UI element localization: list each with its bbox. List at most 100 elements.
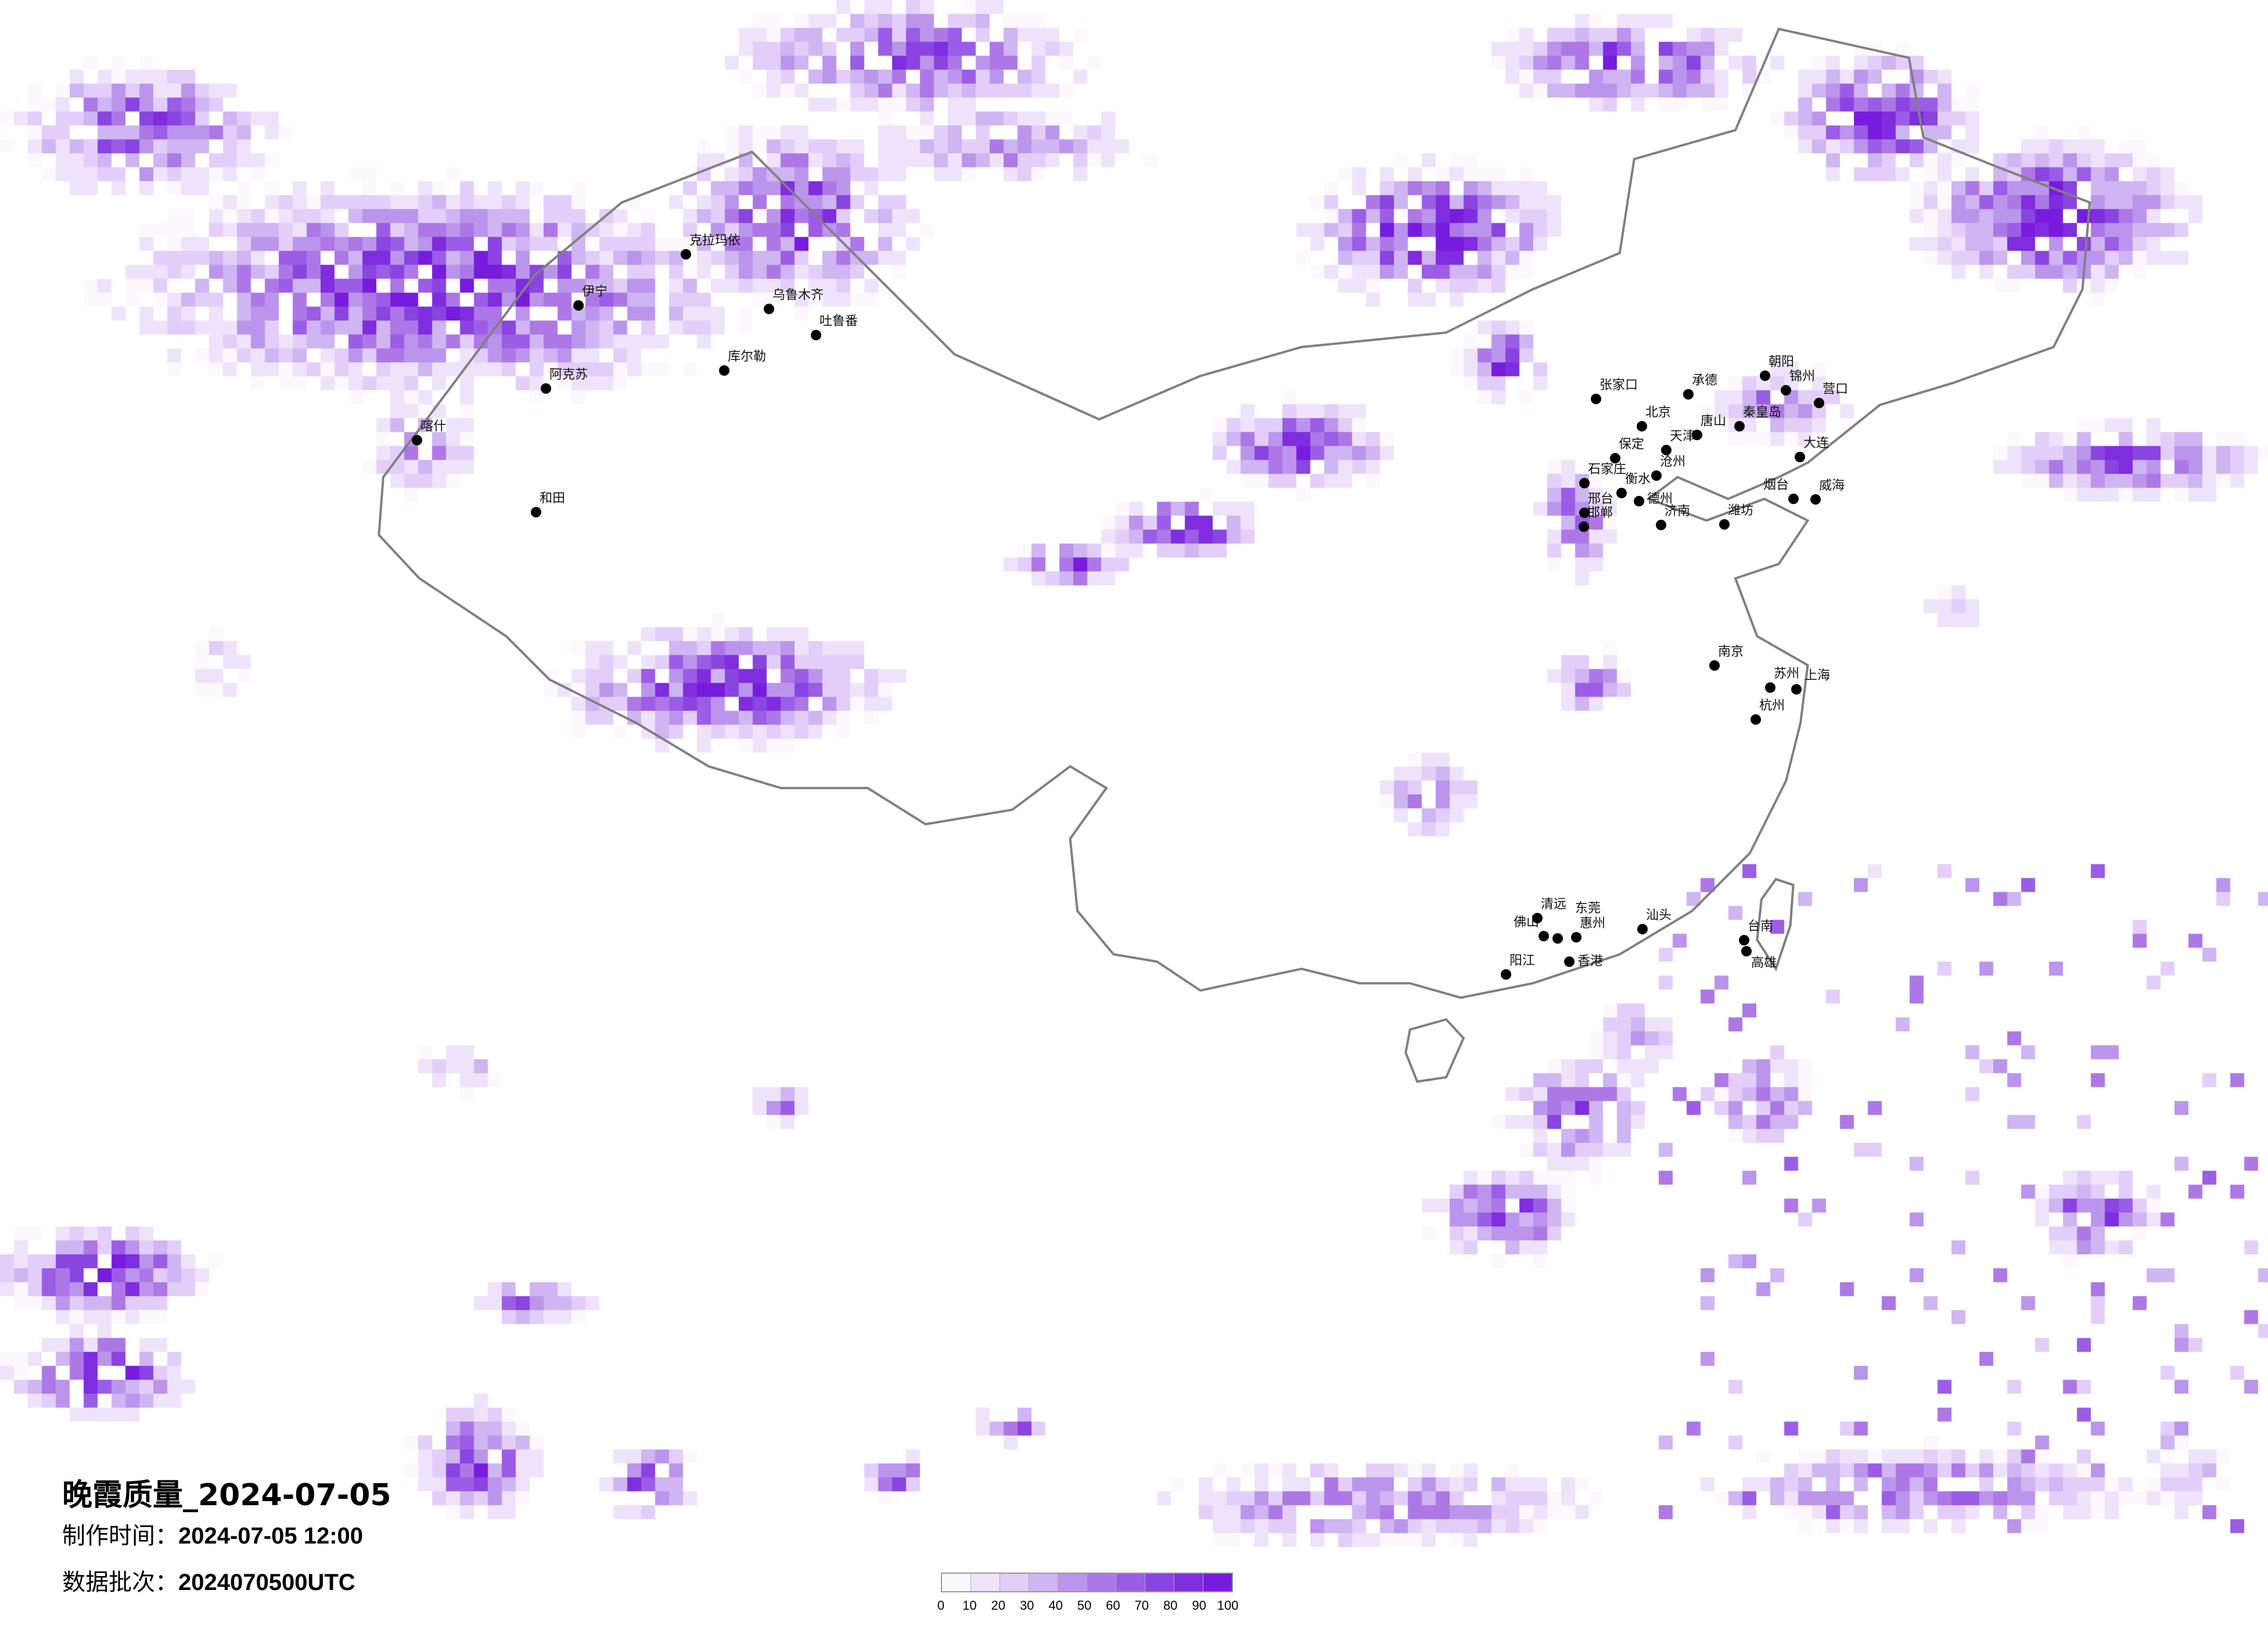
city-dot-icon xyxy=(1651,470,1662,481)
city-label: 保定 xyxy=(1619,437,1645,452)
china-outline xyxy=(378,27,2091,999)
color-legend xyxy=(941,1573,1233,1592)
city-dot-icon xyxy=(1552,933,1563,944)
city-dot-icon xyxy=(1791,684,1802,695)
city-dot-icon xyxy=(1637,924,1648,934)
city-label: 吐鲁番 xyxy=(820,314,858,329)
city-dot-icon xyxy=(1781,385,1791,395)
city-dot-icon xyxy=(573,300,584,311)
city-dot-icon xyxy=(412,435,422,445)
city-dot-icon xyxy=(1539,931,1549,941)
legend-tick-label: 80 xyxy=(1163,1598,1178,1613)
city-label: 唐山 xyxy=(1701,414,1727,429)
city-label: 香港 xyxy=(1577,954,1604,969)
city-dot-icon xyxy=(531,507,541,517)
city-dot-icon xyxy=(1739,935,1749,945)
legend-swatch xyxy=(971,1574,1000,1591)
city-label: 锦州 xyxy=(1789,369,1816,384)
city-dot-icon xyxy=(764,304,774,314)
city-dot-icon xyxy=(1734,421,1745,431)
city-label: 库尔勒 xyxy=(728,350,767,364)
city-label: 邢台 xyxy=(1588,492,1614,506)
city-label: 济南 xyxy=(1665,504,1691,519)
legend-tick-label: 70 xyxy=(1134,1598,1149,1613)
city-label: 克拉玛依 xyxy=(689,233,741,248)
legend-tick-label: 40 xyxy=(1048,1598,1063,1613)
city-dot-icon xyxy=(1616,488,1627,498)
legend-ticks: 0 10 20 30 40 50 60 70 80 90 100 xyxy=(937,1598,1238,1616)
city-label: 天津 xyxy=(1670,429,1696,444)
city-label: 威海 xyxy=(1819,479,1845,493)
legend-swatch xyxy=(1087,1574,1116,1591)
legend-swatch xyxy=(1029,1574,1058,1591)
legend-tick-label: 30 xyxy=(1019,1598,1034,1613)
legend-swatch xyxy=(1116,1574,1145,1591)
city-dot-icon xyxy=(1760,370,1770,381)
city-dot-icon xyxy=(1814,398,1824,408)
city-label: 和田 xyxy=(540,491,566,506)
city-label: 阳江 xyxy=(1509,954,1536,968)
legend-swatch xyxy=(1174,1574,1203,1591)
city-label: 杭州 xyxy=(1759,699,1785,713)
city-label: 阿克苏 xyxy=(549,368,588,382)
city-label: 衡水 xyxy=(1625,472,1651,487)
city-dot-icon xyxy=(1637,421,1647,431)
city-dot-icon xyxy=(1610,453,1620,463)
city-label: 沧州 xyxy=(1660,455,1686,469)
city-label: 惠州 xyxy=(1580,916,1606,931)
city-label: 汕头 xyxy=(1646,908,1672,923)
city-label: 清远 xyxy=(1541,897,1567,912)
data-batch-value: 2024070500UTC xyxy=(178,1570,355,1595)
city-dot-icon xyxy=(1501,969,1511,980)
data-batch-label: 数据批次： xyxy=(62,1569,178,1596)
city-label: 大连 xyxy=(1803,436,1830,451)
city-label: 张家口 xyxy=(1600,378,1638,393)
city-dot-icon xyxy=(1788,494,1799,504)
city-label: 北京 xyxy=(1645,405,1672,420)
legend-tick-label: 100 xyxy=(1217,1598,1239,1613)
city-dot-icon xyxy=(1692,430,1702,440)
hainan-outline xyxy=(1404,1018,1465,1083)
city-dot-icon xyxy=(1579,478,1590,488)
legend-tick-label: 90 xyxy=(1192,1598,1206,1613)
city-dot-icon xyxy=(719,365,729,376)
city-dot-icon xyxy=(1564,956,1575,967)
map-title: 晚霞质量_2024-07-05 xyxy=(62,1478,391,1513)
city-label: 德州 xyxy=(1647,492,1673,506)
city-dot-icon xyxy=(1741,946,1752,956)
legend-swatch xyxy=(942,1574,971,1591)
city-dot-icon xyxy=(1765,682,1775,693)
legend-swatch xyxy=(1000,1574,1029,1591)
legend-swatch xyxy=(1058,1574,1087,1591)
city-label: 朝阳 xyxy=(1769,355,1795,369)
city-label: 上海 xyxy=(1805,668,1831,683)
city-label: 台南 xyxy=(1748,919,1774,934)
city-label: 烟台 xyxy=(1763,478,1789,492)
city-label: 承德 xyxy=(1692,373,1718,388)
city-label: 伊宁 xyxy=(582,285,608,299)
city-label: 乌鲁木齐 xyxy=(772,288,824,303)
city-label: 苏州 xyxy=(1774,667,1800,681)
city-dot-icon xyxy=(1591,394,1601,404)
city-dot-icon xyxy=(1634,496,1644,506)
data-batch: 数据批次：2024070500UTC xyxy=(62,1563,355,1597)
city-dot-icon xyxy=(541,383,551,394)
city-dot-icon xyxy=(1719,519,1730,530)
legend-swatch xyxy=(1203,1574,1232,1591)
city-dot-icon xyxy=(1795,452,1805,462)
production-time-value: 2024-07-05 12:00 xyxy=(178,1523,364,1549)
city-label: 东莞 xyxy=(1575,901,1601,916)
city-label: 秦皇岛 xyxy=(1743,405,1782,420)
legend-tick-label: 0 xyxy=(937,1598,945,1613)
city-label: 潍坊 xyxy=(1728,503,1754,518)
city-dot-icon xyxy=(1751,714,1761,725)
production-time-label: 制作时间： xyxy=(62,1523,178,1549)
legend-swatch xyxy=(1145,1574,1174,1591)
taiwan-outline xyxy=(1756,877,1795,972)
legend-tick-label: 20 xyxy=(991,1598,1006,1613)
city-label: 高雄 xyxy=(1751,956,1777,970)
city-dot-icon xyxy=(1579,508,1590,518)
city-label: 邯郸 xyxy=(1587,506,1613,520)
